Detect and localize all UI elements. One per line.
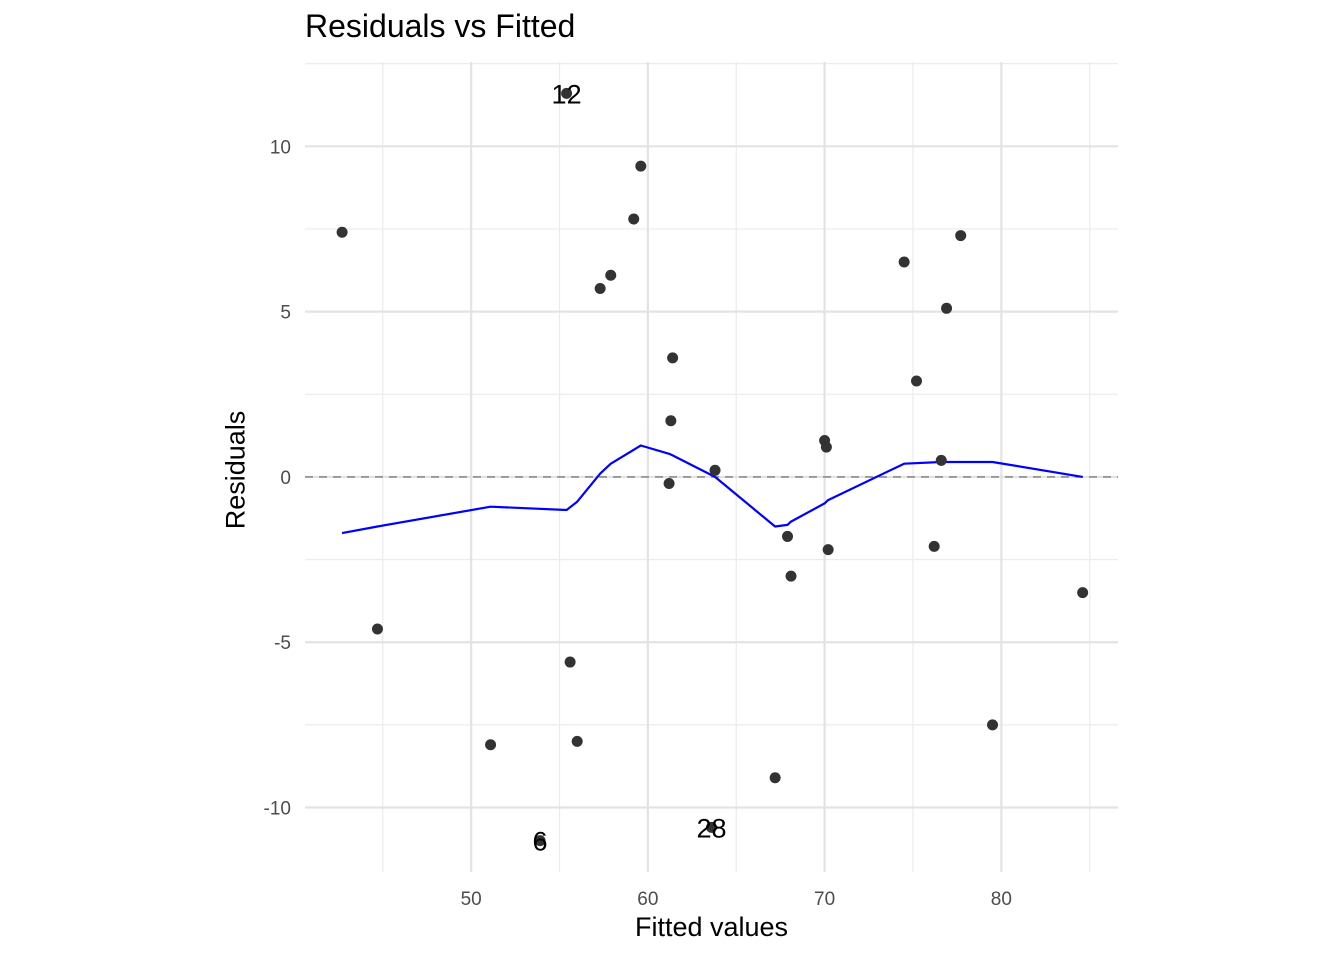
x-tick-label: 80 (991, 889, 1012, 910)
data-point (955, 230, 967, 242)
data-point (667, 352, 679, 364)
x-tick-label: 70 (814, 889, 835, 910)
y-tick-label: 0 (280, 468, 291, 489)
data-point (785, 570, 797, 582)
data-point (935, 454, 947, 466)
major-gridlines (305, 62, 1118, 872)
y-axis-label: Residuals (220, 410, 251, 530)
data-point (665, 415, 677, 427)
point-label: 12 (552, 79, 582, 109)
data-point (928, 540, 940, 552)
point-labels-group: 12 6 28 (533, 79, 727, 856)
data-point (1077, 587, 1089, 599)
data-point (594, 282, 606, 294)
data-point (898, 256, 910, 268)
smooth-line (341, 444, 1083, 535)
y-tick-label: -5 (274, 633, 291, 654)
data-point (561, 87, 573, 99)
y-tick-labels: -10 -5 0 5 10 (264, 137, 291, 819)
data-point (822, 544, 834, 556)
data-point (769, 772, 781, 784)
data-point (605, 269, 617, 281)
smooth-line-group (341, 444, 1083, 535)
data-point (564, 656, 576, 668)
x-axis-label: Fitted values (634, 912, 789, 942)
data-point (371, 623, 383, 635)
chart-title: Residuals vs Fitted (305, 8, 576, 44)
data-point (941, 302, 953, 314)
x-tick-labels: 50 60 70 80 (461, 889, 1012, 910)
minor-gridlines (305, 62, 1118, 872)
y-tick-label: 5 (280, 303, 291, 324)
point-label: 28 (696, 813, 726, 843)
data-point (571, 735, 583, 747)
data-point (534, 835, 546, 847)
data-point (706, 821, 717, 833)
data-point (709, 464, 721, 476)
x-tick-label: 60 (637, 889, 658, 910)
data-point (485, 739, 497, 751)
data-point (781, 530, 793, 542)
y-tick-label: 10 (270, 137, 291, 158)
data-point (336, 226, 348, 238)
y-tick-label: -10 (264, 799, 291, 820)
data-point (911, 375, 923, 387)
points-group (336, 87, 1089, 847)
data-point (663, 478, 675, 490)
data-point (987, 719, 999, 731)
point-label: 6 (533, 827, 548, 857)
data-point (820, 441, 832, 453)
data-point (635, 160, 647, 172)
data-point (628, 213, 640, 225)
x-tick-label: 50 (461, 889, 482, 910)
